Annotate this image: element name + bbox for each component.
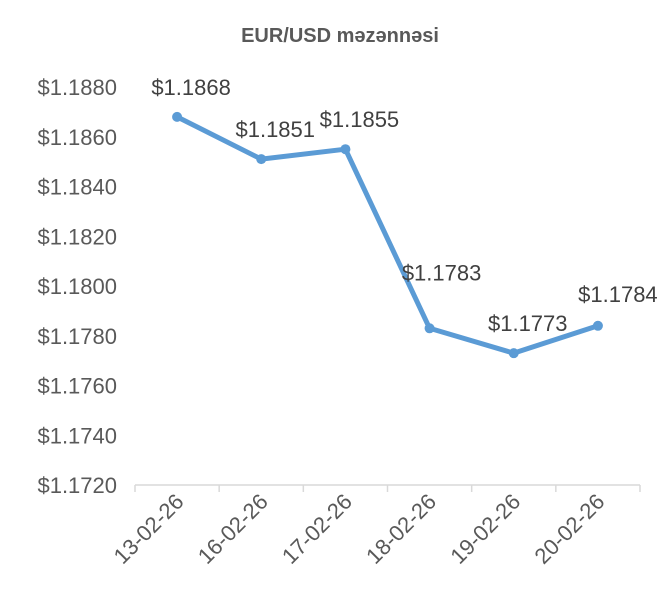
x-tick-label: 18-02-26 bbox=[361, 489, 441, 569]
data-label: $1.1851 bbox=[235, 117, 315, 142]
data-label: $1.1783 bbox=[402, 260, 482, 285]
data-point bbox=[340, 144, 351, 155]
data-label: $1.1868 bbox=[151, 75, 231, 100]
y-tick-label: $1.1820 bbox=[37, 224, 117, 249]
y-tick-label: $1.1860 bbox=[37, 125, 117, 150]
x-tick-label: 19-02-26 bbox=[445, 489, 525, 569]
x-tick-label: 16-02-26 bbox=[193, 489, 273, 569]
data-point bbox=[424, 323, 435, 334]
x-tick-label: 17-02-26 bbox=[277, 489, 357, 569]
y-tick-label: $1.1740 bbox=[37, 423, 117, 448]
series-group bbox=[172, 111, 603, 359]
y-tick-label: $1.1780 bbox=[37, 324, 117, 349]
data-point bbox=[172, 111, 183, 122]
x-axis: 13-02-26 16-02-26 17-02-26 18-02-26 19-02-26… bbox=[109, 484, 641, 569]
y-tick-label: $1.1880 bbox=[37, 75, 117, 100]
data-point bbox=[592, 320, 603, 331]
chart-title: EUR/USD məzənnəsi bbox=[241, 25, 439, 47]
series-line bbox=[174, 114, 601, 356]
data-labels: $1.1868$1.1851 $1.1855 $1.1783 $1.1773 $1.17… bbox=[151, 75, 657, 336]
x-tick-label: 13-02-26 bbox=[109, 489, 189, 569]
data-point bbox=[508, 348, 519, 359]
data-point bbox=[256, 154, 267, 165]
data-label: $1.1855 bbox=[320, 107, 400, 132]
y-tick-label: $1.1760 bbox=[37, 374, 117, 399]
y-tick-label: $1.1840 bbox=[37, 175, 117, 200]
data-label: $1.1784 bbox=[578, 282, 658, 307]
y-tick-label: $1.1720 bbox=[37, 473, 117, 498]
y-tick-label: $1.1800 bbox=[37, 274, 117, 299]
data-label: $1.1773 bbox=[488, 311, 568, 336]
x-tick-label: 20-02-26 bbox=[529, 489, 609, 569]
y-axis: $1.1720 $1.1740 $1.1760 $1.1780 $1.1800 $1.18… bbox=[37, 75, 117, 498]
